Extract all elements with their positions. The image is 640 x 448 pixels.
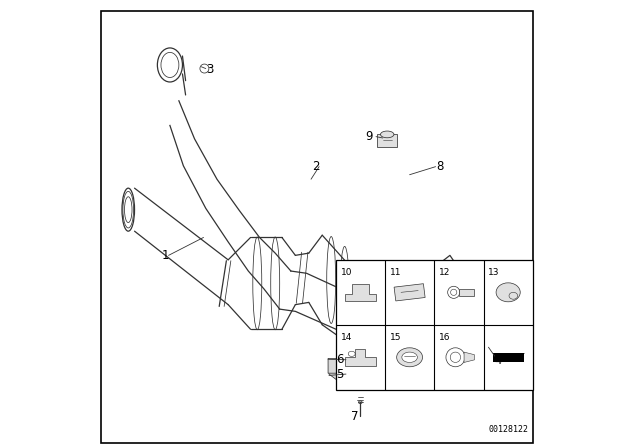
Bar bbox=[468, 338, 503, 376]
Ellipse shape bbox=[358, 401, 362, 404]
Ellipse shape bbox=[496, 283, 520, 302]
Ellipse shape bbox=[509, 292, 518, 299]
Polygon shape bbox=[345, 284, 376, 301]
Bar bbox=[378, 134, 397, 147]
Polygon shape bbox=[394, 284, 425, 301]
Polygon shape bbox=[329, 361, 383, 381]
Ellipse shape bbox=[200, 64, 209, 73]
Text: 8: 8 bbox=[436, 160, 444, 173]
Polygon shape bbox=[464, 352, 474, 362]
Polygon shape bbox=[459, 289, 474, 296]
Ellipse shape bbox=[474, 332, 498, 345]
Text: 9: 9 bbox=[365, 130, 373, 143]
Polygon shape bbox=[328, 353, 380, 373]
Bar bbox=[335, 260, 532, 390]
Ellipse shape bbox=[122, 188, 134, 231]
Ellipse shape bbox=[396, 311, 405, 319]
Text: 00128122: 00128122 bbox=[488, 425, 528, 434]
Text: 13: 13 bbox=[488, 267, 500, 276]
Text: 15: 15 bbox=[390, 332, 401, 341]
Text: 4: 4 bbox=[495, 354, 502, 367]
Bar bbox=[493, 353, 524, 362]
Ellipse shape bbox=[380, 131, 394, 138]
Ellipse shape bbox=[402, 352, 417, 362]
Bar bbox=[379, 298, 396, 311]
Text: 14: 14 bbox=[340, 332, 352, 341]
Text: 3: 3 bbox=[207, 63, 214, 76]
Text: 6: 6 bbox=[337, 353, 344, 366]
Text: 11: 11 bbox=[390, 267, 401, 276]
Text: 2: 2 bbox=[312, 160, 319, 173]
Text: 7: 7 bbox=[351, 410, 358, 423]
Polygon shape bbox=[345, 349, 376, 366]
Text: 10: 10 bbox=[340, 267, 352, 276]
Ellipse shape bbox=[157, 48, 182, 82]
Text: 12: 12 bbox=[439, 267, 451, 276]
Text: 5: 5 bbox=[337, 367, 344, 381]
Text: 16: 16 bbox=[439, 332, 451, 341]
Ellipse shape bbox=[397, 348, 422, 367]
Ellipse shape bbox=[468, 327, 477, 372]
Text: 1: 1 bbox=[162, 249, 169, 262]
